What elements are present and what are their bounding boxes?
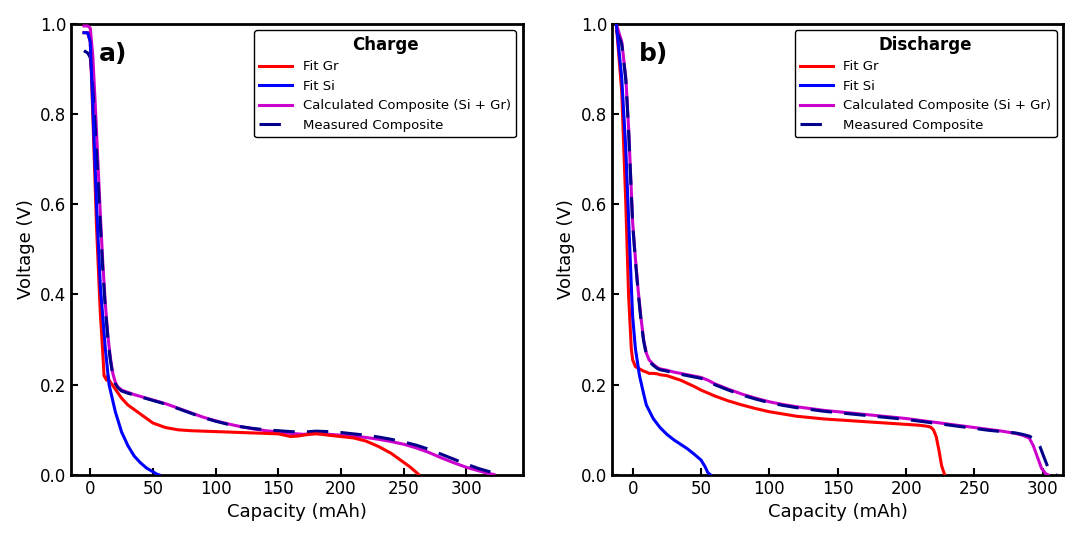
Legend: Fit Gr, Fit Si, Calculated Composite (Si + Gr), Measured Composite: Fit Gr, Fit Si, Calculated Composite (Si… [795,30,1056,137]
X-axis label: Capacity (mAh): Capacity (mAh) [768,504,907,521]
X-axis label: Capacity (mAh): Capacity (mAh) [227,504,367,521]
Text: a): a) [98,42,127,66]
Y-axis label: Voltage (V): Voltage (V) [557,200,576,299]
Y-axis label: Voltage (V): Voltage (V) [16,200,35,299]
Legend: Fit Gr, Fit Si, Calculated Composite (Si + Gr), Measured Composite: Fit Gr, Fit Si, Calculated Composite (Si… [254,30,516,137]
Text: b): b) [639,42,669,66]
